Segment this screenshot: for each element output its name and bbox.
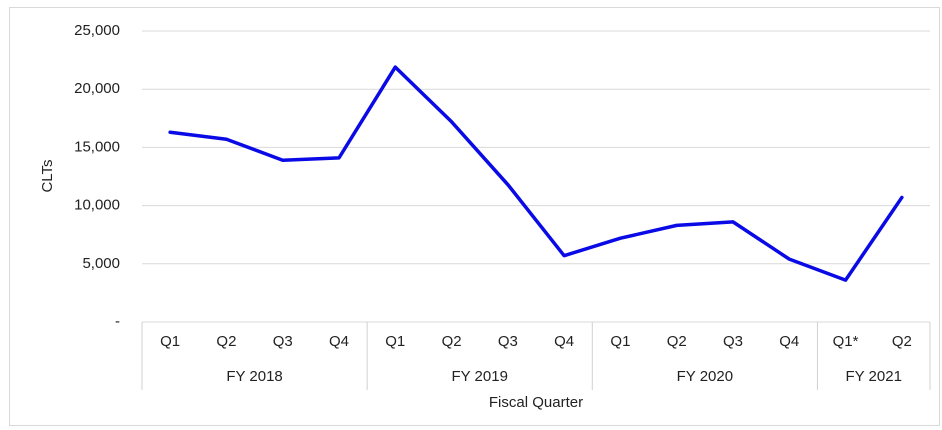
x-tick-label: Q4 <box>779 333 799 350</box>
x-tick-label: Q2 <box>892 333 912 350</box>
x-tick-label: Q4 <box>329 333 349 350</box>
x-tick-label: Q1 <box>385 333 405 350</box>
x-tick-label: Q1 <box>160 333 180 350</box>
data-line <box>168 65 904 282</box>
y-tick-label: 15,000 <box>74 138 120 155</box>
x-tick-label: Q1 <box>610 333 630 350</box>
x-axis-title: Fiscal Quarter <box>489 394 583 411</box>
y-tick-label: 25,000 <box>74 22 120 39</box>
y-tick-label: - <box>115 313 120 330</box>
group-label: FY 2018 <box>226 368 282 385</box>
y-tick-label: 10,000 <box>74 197 120 214</box>
x-tick-label: Q2 <box>442 333 462 350</box>
x-tick-label: Q3 <box>273 333 293 350</box>
group-label: FY 2019 <box>451 368 507 385</box>
group-label: FY 2021 <box>845 368 901 385</box>
x-tick-label: Q1* <box>833 333 859 350</box>
x-tick-label: Q3 <box>498 333 518 350</box>
x-tick-label: Q3 <box>723 333 743 350</box>
y-axis-title: CLTs <box>39 159 56 192</box>
x-tick-label: Q2 <box>216 333 236 350</box>
x-tick-label: Q4 <box>554 333 574 350</box>
chart-frame <box>9 7 940 426</box>
y-tick-label: 5,000 <box>82 255 120 272</box>
group-label: FY 2020 <box>677 368 733 385</box>
x-tick-label: Q2 <box>667 333 687 350</box>
y-tick-label: 20,000 <box>74 80 120 97</box>
